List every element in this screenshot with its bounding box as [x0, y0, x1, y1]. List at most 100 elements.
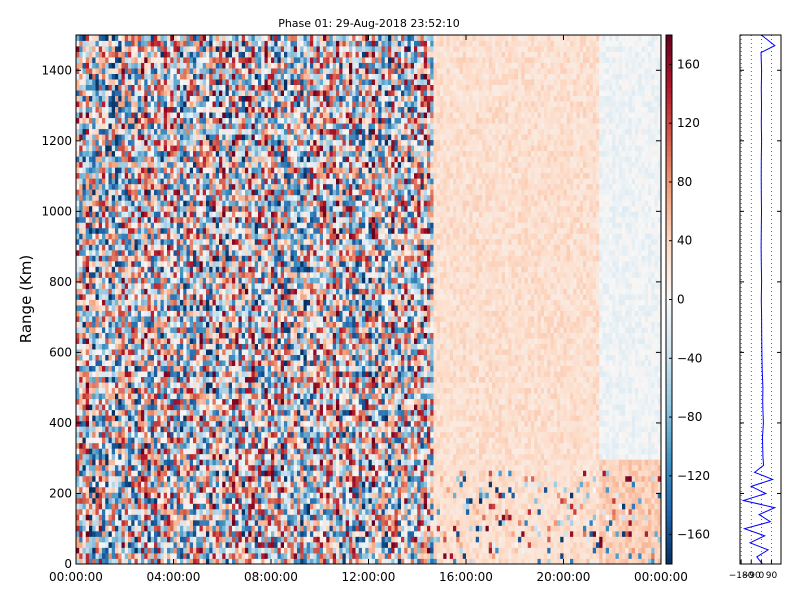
heatmap-cell [219, 404, 223, 411]
heatmap-cell [102, 525, 106, 532]
heatmap-cell [241, 448, 246, 455]
heatmap-cell [219, 205, 223, 212]
heatmap-cell [219, 128, 223, 135]
heatmap-cell [108, 260, 113, 267]
heatmap-cell [163, 376, 168, 383]
heatmap-cell [209, 519, 213, 526]
heatmap-cell [215, 426, 220, 433]
heatmap-cell [173, 321, 178, 328]
heatmap-cell [186, 90, 191, 97]
heatmap-cell [160, 288, 165, 295]
heatmap-cell [206, 393, 210, 400]
heatmap-plot: 00:00:00 04:00:00 08:00:00 12:00:00 16:00:00… [41, 34, 688, 584]
heatmap-cell [150, 211, 155, 218]
heatmap-cell [144, 299, 148, 306]
heatmap-cell [189, 453, 194, 460]
heatmap-cell [199, 79, 204, 85]
heatmap-cell [241, 106, 246, 113]
heatmap-cell [157, 398, 161, 405]
heatmap-cell [199, 35, 204, 41]
heatmap-cell [76, 299, 80, 306]
heatmap-cell [215, 205, 220, 212]
heatmap-cell [95, 84, 100, 91]
heatmap-cell [82, 216, 87, 223]
heatmap-cell [89, 178, 93, 185]
heatmap-cell [228, 409, 233, 416]
heatmap-cell [176, 134, 181, 141]
heatmap-cell [79, 349, 83, 355]
heatmap-cell [121, 382, 126, 389]
heatmap-cell [241, 387, 246, 394]
heatmap-cell [222, 238, 226, 245]
heatmap-cell [176, 354, 181, 361]
heatmap-cell [118, 73, 122, 80]
heatmap-cell [115, 541, 119, 548]
heatmap-cell [193, 404, 197, 411]
heatmap-cell [150, 530, 155, 537]
heatmap-cell [157, 183, 161, 190]
heatmap-cell [202, 46, 207, 52]
heatmap-cell [186, 255, 191, 262]
heatmap-cell [157, 420, 161, 427]
heatmap-cell [170, 183, 174, 190]
heatmap-cell [219, 398, 223, 405]
heatmap-cell [144, 156, 148, 163]
heatmap-cell [196, 431, 200, 438]
heatmap-cell [163, 79, 168, 85]
heatmap-cell [154, 453, 158, 460]
heatmap-cell [150, 156, 155, 163]
chart-title: Phase 01: 29-Aug-2018 23:52:10 [278, 17, 460, 30]
heatmap-cell [193, 420, 197, 427]
heatmap-cell [105, 90, 109, 97]
heatmap-cell [98, 244, 103, 251]
heatmap-cell [76, 448, 80, 455]
heatmap-cell [212, 200, 217, 207]
heatmap-cell [170, 332, 174, 339]
heatmap-cell [170, 343, 174, 350]
heatmap-cell [92, 338, 96, 344]
heatmap-cell [157, 222, 161, 229]
heatmap-cell [228, 227, 233, 234]
heatmap-cell [137, 305, 142, 311]
heatmap-cell [141, 332, 145, 339]
heatmap-cell [238, 404, 243, 411]
heatmap-cell [193, 508, 197, 515]
heatmap-cell [79, 189, 83, 196]
heatmap-cell [167, 431, 171, 438]
heatmap-cell [170, 84, 174, 91]
heatmap-cell [147, 431, 152, 438]
heatmap-cell [82, 459, 87, 466]
heatmap-cell [219, 464, 223, 471]
heatmap-cell [167, 183, 171, 190]
heatmap-cell [82, 194, 87, 201]
heatmap-cell [167, 519, 171, 526]
heatmap-cell [144, 453, 148, 460]
heatmap-cell [238, 112, 243, 119]
heatmap-cell [89, 365, 93, 372]
heatmap-cell [163, 558, 168, 565]
heatmap-cell [232, 338, 236, 344]
heatmap-cell [193, 497, 197, 504]
heatmap-cell [89, 35, 93, 41]
heatmap-cell [180, 51, 184, 58]
heatmap-cell [212, 205, 217, 212]
heatmap-cell [147, 260, 152, 267]
heatmap-cell [137, 398, 142, 405]
heatmap-cell [222, 194, 226, 201]
heatmap-cell [157, 178, 161, 185]
heatmap-cell [176, 409, 181, 416]
heatmap-cell [102, 260, 106, 267]
heatmap-cell [154, 316, 158, 322]
heatmap-cell [118, 134, 122, 141]
heatmap-cell [111, 150, 116, 157]
heatmap-cell [76, 145, 80, 152]
heatmap-cell [212, 139, 217, 146]
heatmap-cell [193, 178, 197, 185]
heatmap-cell [115, 112, 119, 119]
heatmap-cell [173, 90, 178, 97]
heatmap-cell [154, 404, 158, 411]
heatmap-cell [85, 360, 90, 367]
heatmap-cell [105, 387, 109, 394]
heatmap-cell [118, 123, 122, 130]
heatmap-cell [98, 277, 103, 284]
